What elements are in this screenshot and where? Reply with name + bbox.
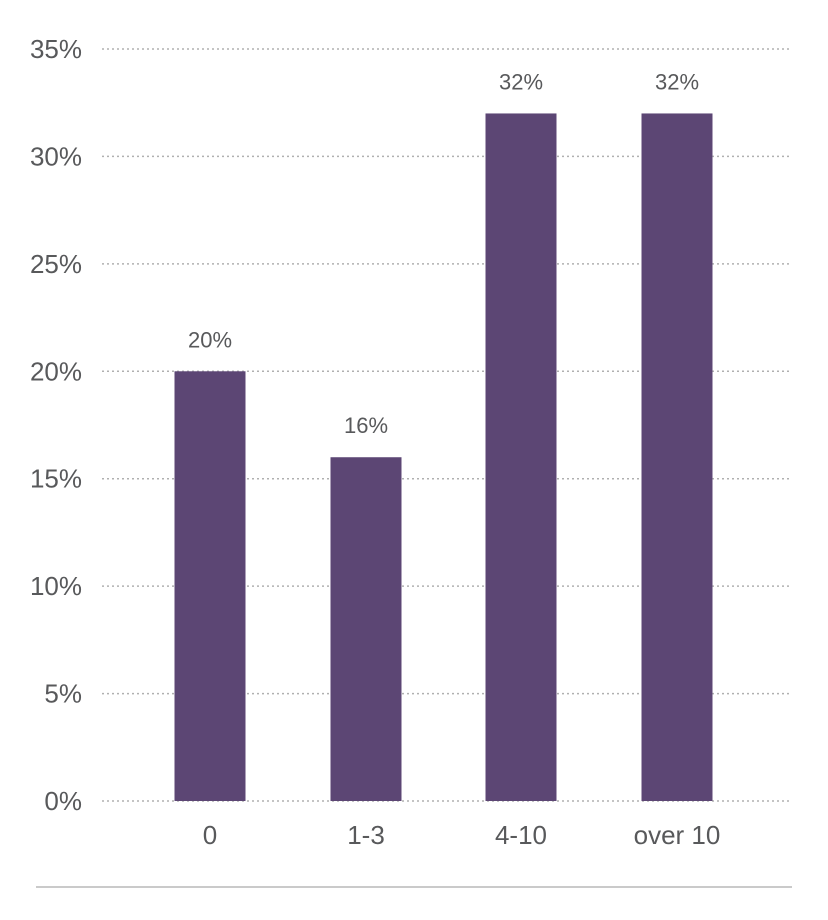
x-category-label: 0 (203, 820, 217, 850)
x-category-label: over 10 (634, 820, 721, 850)
bar-4-10 (485, 113, 557, 801)
y-tick-label: 15% (30, 464, 82, 494)
bar-1-3 (330, 457, 402, 801)
y-tick-label: 10% (30, 571, 82, 601)
x-axis-category-labels: 0 1-3 4-10 over 10 (203, 820, 721, 850)
y-tick-label: 25% (30, 249, 82, 279)
y-tick-label: 30% (30, 141, 82, 171)
bar-over-10 (641, 113, 713, 801)
bar-0 (174, 371, 246, 801)
bars (174, 113, 713, 801)
y-axis-tick-labels: 0% 5% 10% 15% 20% 25% 30% 35% (30, 34, 82, 816)
x-category-label: 4-10 (495, 820, 547, 850)
data-label: 20% (188, 327, 232, 352)
y-tick-label: 5% (44, 679, 82, 709)
y-tick-label: 20% (30, 356, 82, 386)
y-tick-label: 0% (44, 786, 82, 816)
data-labels: 20% 16% 32% 32% (188, 69, 699, 438)
data-label: 16% (344, 413, 388, 438)
data-label: 32% (655, 69, 699, 94)
data-label: 32% (499, 69, 543, 94)
x-category-label: 1-3 (347, 820, 385, 850)
y-tick-label: 35% (30, 34, 82, 64)
